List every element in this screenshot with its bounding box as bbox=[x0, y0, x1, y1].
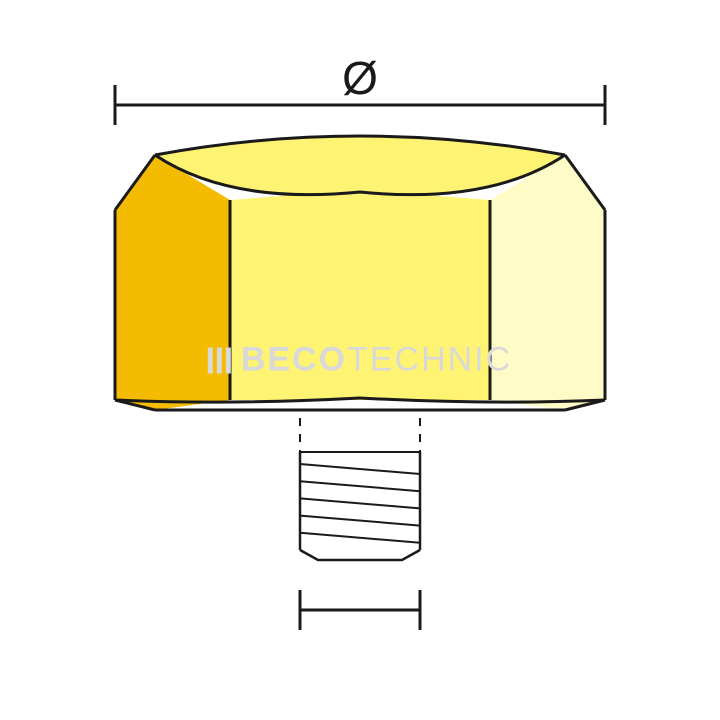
diagram-canvas: Ø BECOTECHNIC bbox=[0, 0, 720, 720]
diagram-svg bbox=[0, 0, 720, 720]
diameter-symbol: Ø bbox=[342, 51, 378, 105]
